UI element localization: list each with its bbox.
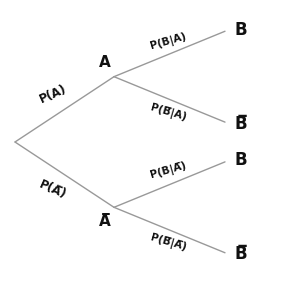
Text: P(B̅|A̅): P(B̅|A̅) [149, 232, 187, 253]
Text: A: A [99, 55, 111, 70]
Text: B: B [234, 21, 247, 39]
Text: B̅: B̅ [234, 245, 247, 263]
Text: P(B̅|A): P(B̅|A) [149, 103, 187, 124]
Text: A̅: A̅ [99, 214, 111, 229]
Text: P(A): P(A) [37, 82, 68, 106]
Text: P(B|A): P(B|A) [149, 31, 187, 52]
Text: B̅: B̅ [234, 114, 247, 133]
Text: P(B|A̅): P(B|A̅) [149, 160, 187, 181]
Text: B: B [234, 151, 247, 170]
Text: P(A̅): P(A̅) [37, 178, 68, 202]
